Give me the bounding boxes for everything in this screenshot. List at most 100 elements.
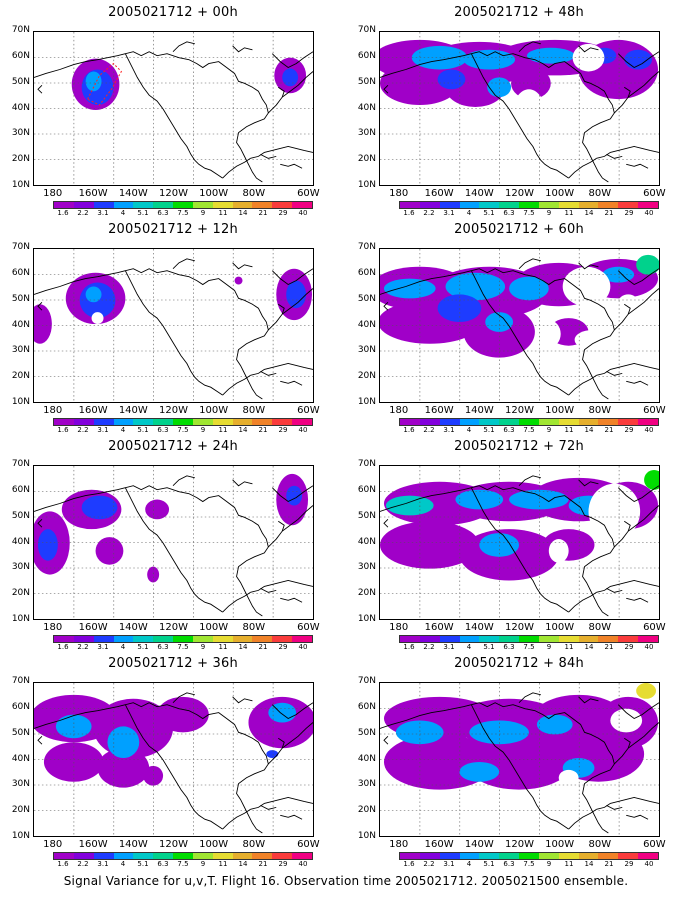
colorbar-swatch xyxy=(638,419,658,425)
colorbar-swatch xyxy=(232,419,253,425)
longitude-tick-label: 160W xyxy=(424,622,454,633)
colorbar-label: 7.5 xyxy=(523,209,535,217)
latitude-tick-label: 60N xyxy=(357,484,376,495)
variance-contour xyxy=(459,761,500,782)
colorbar-swatch xyxy=(499,419,520,425)
colorbar-label: 21 xyxy=(258,860,268,868)
panel-title: 2005021712 + 36h xyxy=(108,656,238,671)
coastline xyxy=(278,303,285,315)
map-canvas xyxy=(34,683,313,836)
latitude-tick-label: 70N xyxy=(11,459,30,469)
map-canvas xyxy=(34,249,313,402)
latitude-tick-label: 60N xyxy=(357,267,376,278)
colorbar-label: 7.5 xyxy=(523,426,535,434)
colorbar xyxy=(399,635,659,643)
longitude-tick-label: 140W xyxy=(464,405,494,416)
coastline xyxy=(34,268,269,400)
variance-field xyxy=(380,254,659,358)
colorbar-swatch xyxy=(400,419,420,425)
longitude-tick-label: 160W xyxy=(424,839,454,850)
longitude-tick-label: 140W xyxy=(464,622,494,633)
coastline xyxy=(222,808,251,830)
colorbar-label: 1.6 xyxy=(57,426,69,434)
colorbar-label: 29 xyxy=(624,426,634,434)
coastline xyxy=(624,303,631,315)
coastline xyxy=(37,518,43,528)
coastline xyxy=(250,146,313,159)
colorbar-swatch xyxy=(519,853,539,859)
low-variance-gap xyxy=(574,329,611,350)
low-variance-gap xyxy=(511,89,547,149)
latitude-tick-label: 40N xyxy=(357,536,376,547)
colorbar-label: 3.1 xyxy=(97,209,109,217)
colorbar-label: 6.3 xyxy=(503,426,515,434)
colorbar-swatch xyxy=(212,636,233,642)
longitude-tick-label: 60W xyxy=(297,405,320,416)
colorbar-swatch xyxy=(618,853,639,859)
coastline xyxy=(518,692,541,704)
panel-title: 2005021712 + 60h xyxy=(454,222,584,237)
variance-contour xyxy=(37,529,58,561)
colorbar-label: 14 xyxy=(238,426,248,434)
colorbar-swatch xyxy=(93,202,114,208)
coastline xyxy=(271,51,313,69)
low-variance-gap xyxy=(558,769,579,786)
colorbar-label: 4 xyxy=(120,426,126,434)
longitude-tick-label: 120W xyxy=(505,622,534,633)
low-variance-gap xyxy=(618,294,639,311)
longitude-tick-label: 80W xyxy=(242,188,266,199)
colorbar-swatch xyxy=(272,419,293,425)
longitude-tick-label: 60W xyxy=(643,839,666,850)
coastline xyxy=(280,597,303,603)
colorbar-label: 1.6 xyxy=(403,860,415,868)
flight-track xyxy=(86,62,122,106)
variance-contour xyxy=(380,521,480,569)
coastline xyxy=(222,374,251,396)
variance-contour xyxy=(469,720,529,745)
colorbar-label: 21 xyxy=(258,643,268,651)
latitude-tick-label: 60N xyxy=(11,701,30,712)
colorbar-swatch xyxy=(558,636,579,642)
variance-contour xyxy=(147,566,160,583)
panel-title: 2005021712 + 48h xyxy=(454,5,584,20)
colorbar-label: 14 xyxy=(238,209,248,217)
colorbar-label: 11 xyxy=(564,860,574,868)
colorbar-label: 3.1 xyxy=(443,426,455,434)
longitude-tick-label: 80W xyxy=(242,839,266,850)
colorbar-swatch xyxy=(133,419,154,425)
colorbar-label: 40 xyxy=(644,860,654,868)
latitude-tick-label: 60N xyxy=(11,267,30,278)
coastline xyxy=(222,157,251,179)
variance-contour xyxy=(395,720,444,745)
colorbar-swatch xyxy=(173,853,193,859)
coastline xyxy=(578,45,599,53)
longitude-tick-label: 180 xyxy=(389,405,409,416)
coastline xyxy=(617,702,659,720)
colorbar-swatch xyxy=(538,853,559,859)
variance-contour xyxy=(282,68,299,87)
coastline xyxy=(268,505,313,548)
latitude-tick-label: 20N xyxy=(11,588,30,599)
variance-contour xyxy=(536,714,573,735)
colorbar-swatch xyxy=(133,202,154,208)
colorbar-label: 9 xyxy=(200,860,206,868)
colorbar-label: 7.5 xyxy=(523,860,535,868)
colorbar-swatch xyxy=(212,202,233,208)
colorbar-swatch xyxy=(93,636,114,642)
coastline xyxy=(380,268,615,400)
colorbar-label: 21 xyxy=(258,209,268,217)
longitude-tick-label: 120W xyxy=(159,405,188,416)
coastline xyxy=(518,475,541,487)
latitude-tick-label: 70N xyxy=(11,676,30,686)
latitude-tick-label: 20N xyxy=(357,154,376,165)
map-panel-24h: 2005021712 + 24h 70N 60N 50N 40N 30N 20N 10N 18… xyxy=(0,434,346,651)
colorbar-swatch xyxy=(558,419,579,425)
longitude-tick-label: 120W xyxy=(505,188,534,199)
colorbar-swatch xyxy=(479,419,500,425)
map-canvas xyxy=(34,32,313,185)
coastline xyxy=(124,487,223,613)
longitude-tick-label: 100W xyxy=(199,839,229,850)
colorbar-swatch xyxy=(578,853,599,859)
coastline xyxy=(626,163,649,169)
colorbar-swatch xyxy=(439,202,460,208)
